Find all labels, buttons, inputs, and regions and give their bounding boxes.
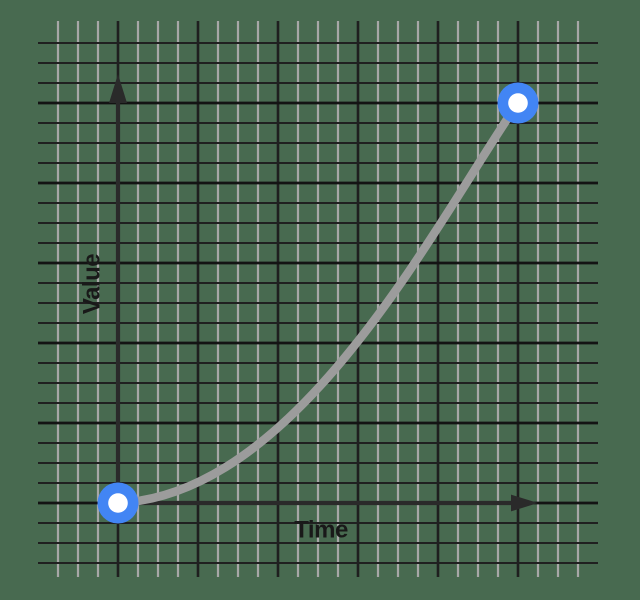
start-point-dot-center [108,493,128,513]
grid-vertical-lines [56,21,580,577]
y-axis-label: Value [79,254,106,314]
end-point-dot-center [508,93,528,113]
grid-horizontal-lines [38,42,598,564]
x-axis-arrowhead [511,494,538,512]
x-axis-label: Time [294,517,348,544]
growth-curve [113,98,523,508]
axes [109,74,538,512]
y-axis-arrowhead [109,74,127,103]
endpoint-markers [97,82,539,524]
